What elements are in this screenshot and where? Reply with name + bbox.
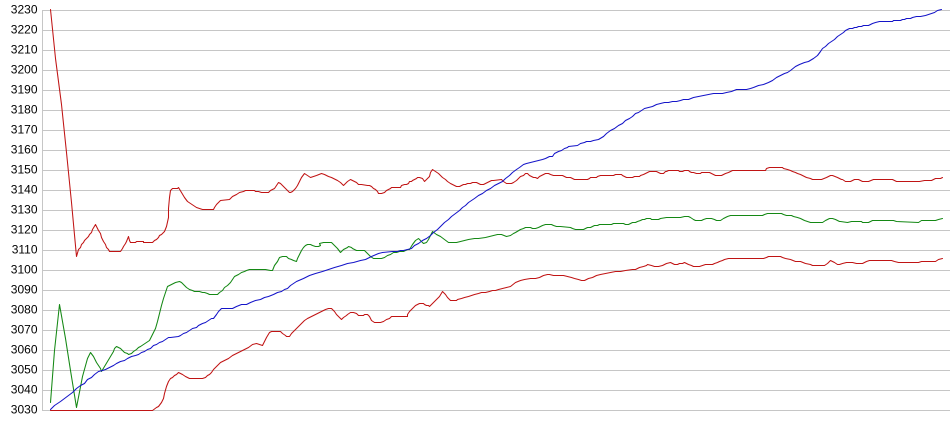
svg-text:3070: 3070 xyxy=(11,322,38,336)
svg-text:3180: 3180 xyxy=(11,102,38,116)
svg-text:3050: 3050 xyxy=(11,362,38,376)
svg-text:3120: 3120 xyxy=(11,222,38,236)
svg-text:3190: 3190 xyxy=(11,82,38,96)
svg-text:3150: 3150 xyxy=(11,162,38,176)
svg-text:3080: 3080 xyxy=(11,302,38,316)
svg-text:3110: 3110 xyxy=(12,242,38,256)
svg-text:3220: 3220 xyxy=(11,22,38,36)
svg-text:3030: 3030 xyxy=(11,402,38,416)
svg-text:3130: 3130 xyxy=(11,202,38,216)
svg-text:3160: 3160 xyxy=(11,142,38,156)
svg-text:3040: 3040 xyxy=(11,382,38,396)
svg-text:3210: 3210 xyxy=(11,42,38,56)
svg-text:3170: 3170 xyxy=(11,122,38,136)
svg-text:3090: 3090 xyxy=(11,282,38,296)
svg-text:3230: 3230 xyxy=(11,2,38,16)
svg-text:3100: 3100 xyxy=(11,262,38,276)
svg-text:3060: 3060 xyxy=(11,342,38,356)
svg-text:3200: 3200 xyxy=(11,62,38,76)
svg-text:3140: 3140 xyxy=(11,182,38,196)
